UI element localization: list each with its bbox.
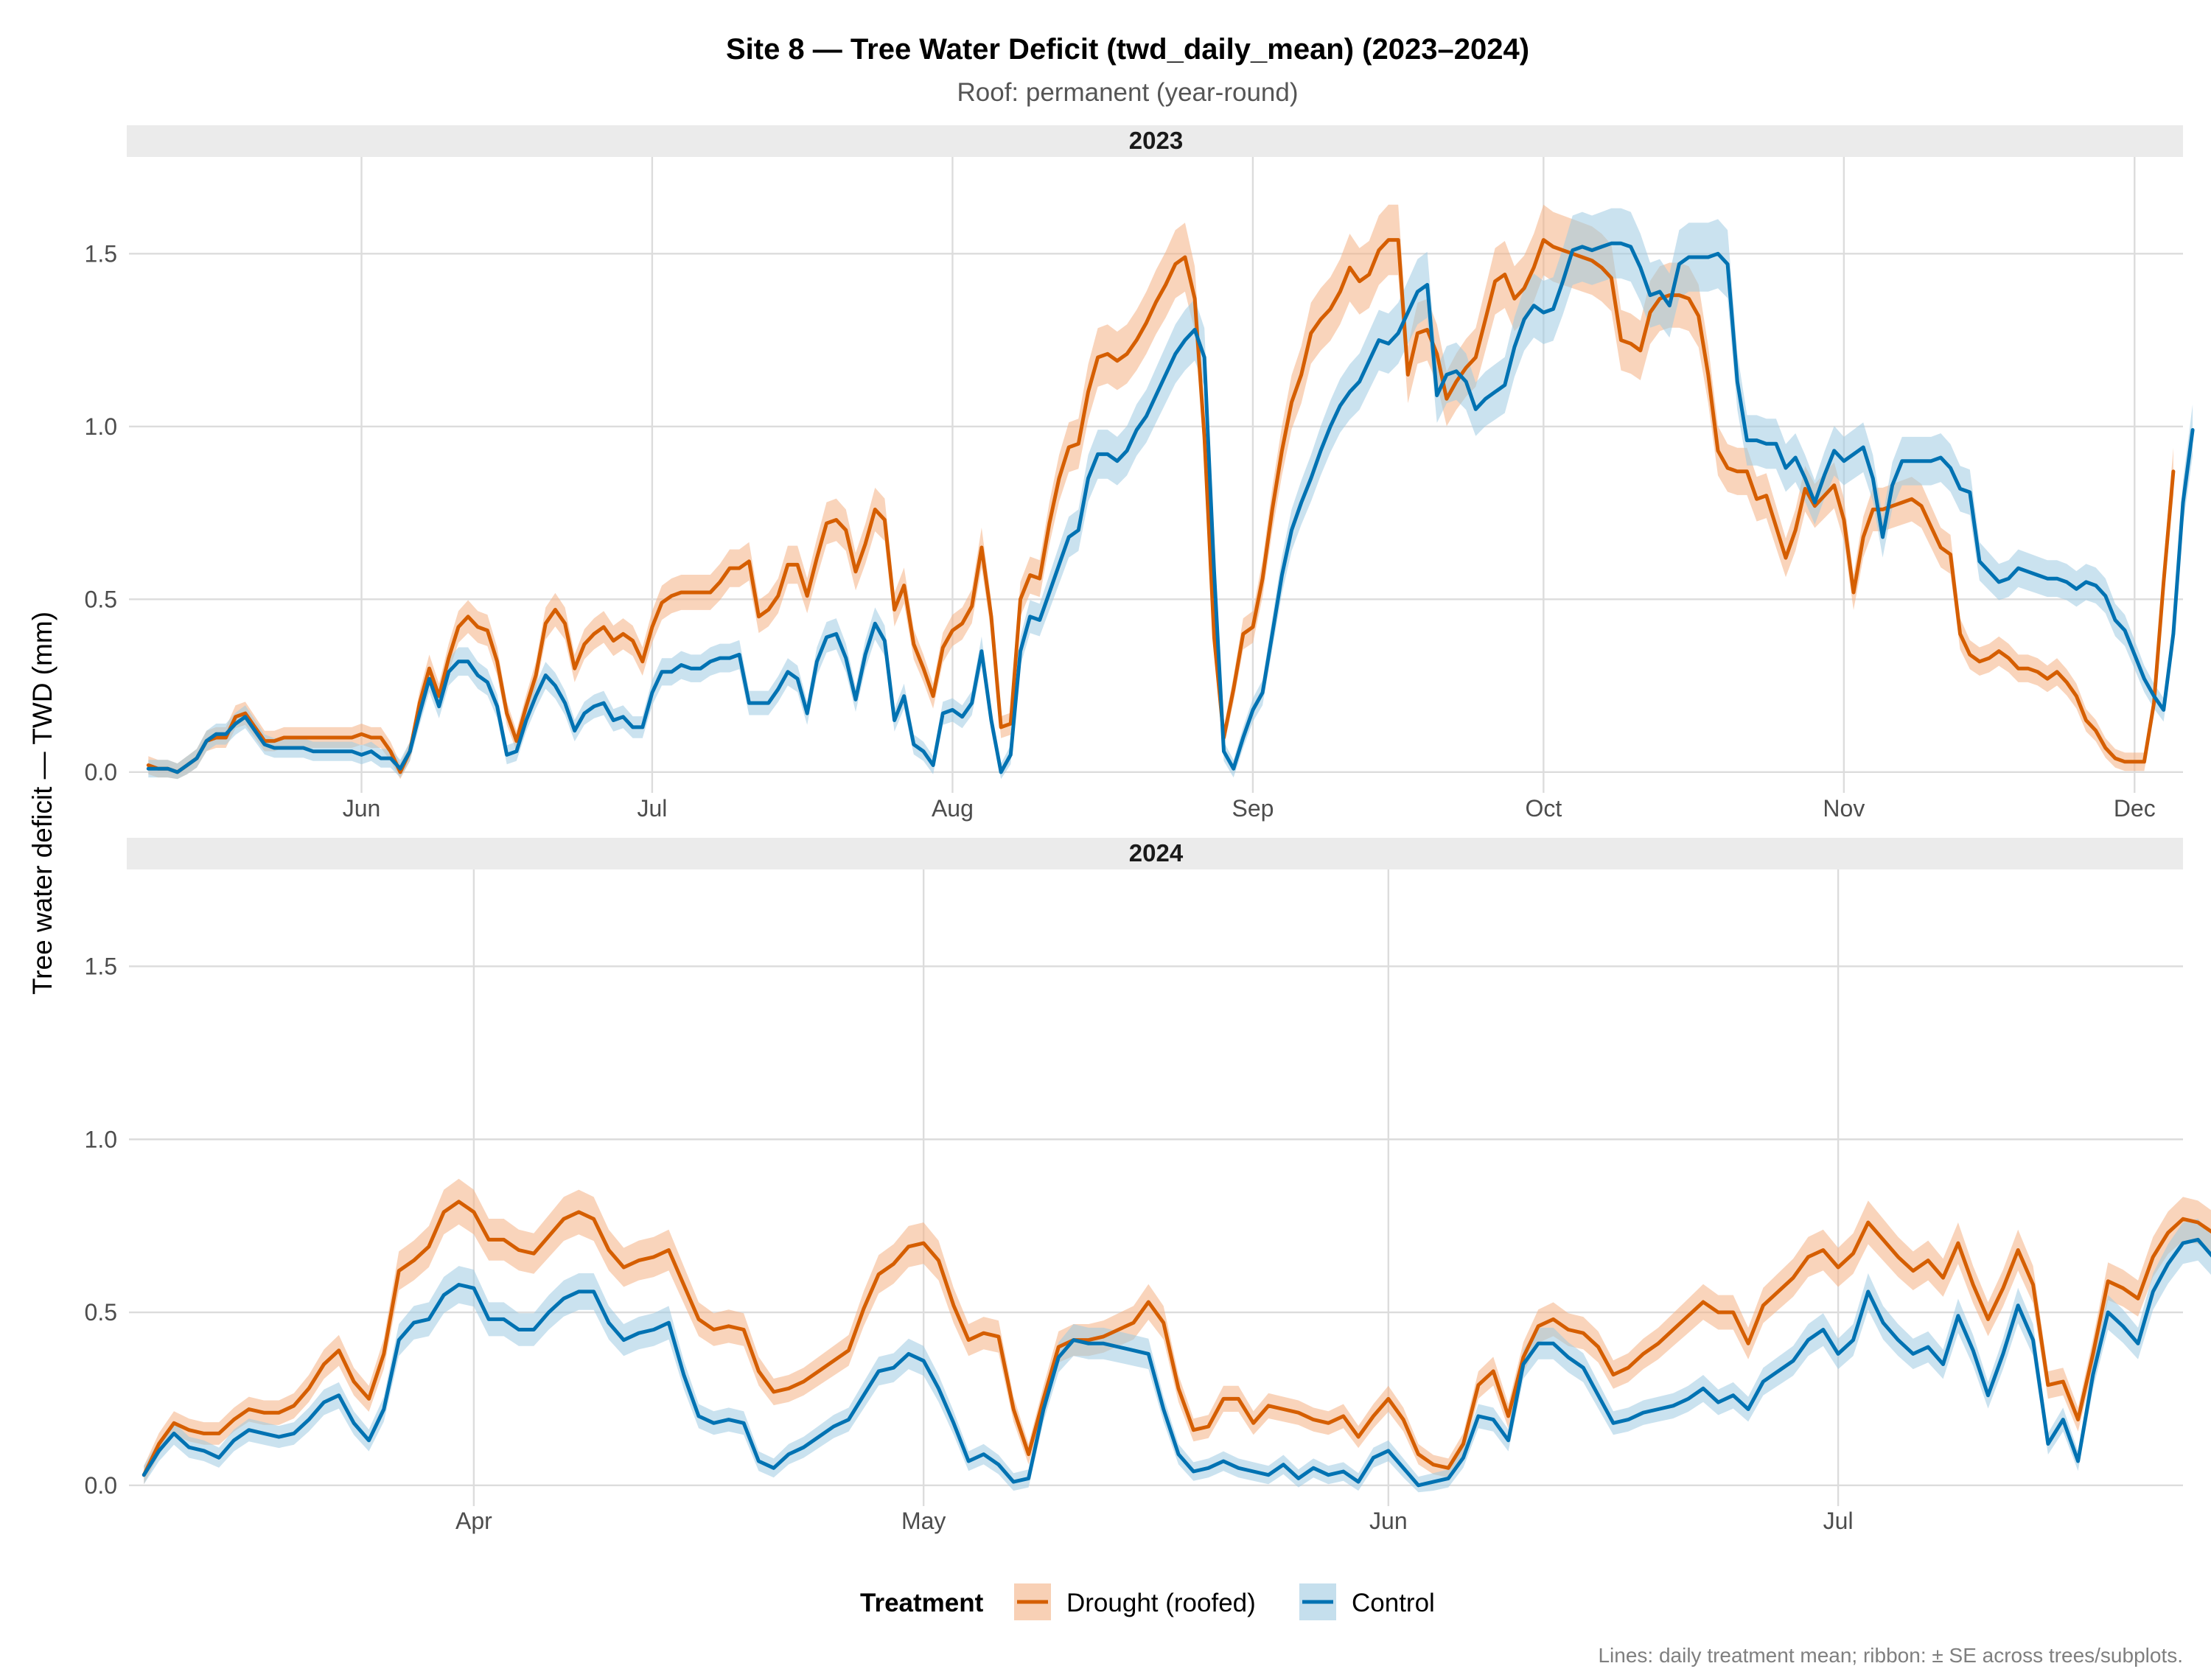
x-tick-label: Oct xyxy=(1525,795,1562,822)
panel-strip-label: 2023 xyxy=(1129,127,1183,154)
panel-strip-label: 2024 xyxy=(1129,839,1184,867)
chart-title: Site 8 — Tree Water Deficit (twd_daily_m… xyxy=(726,33,1529,66)
x-tick-label: Nov xyxy=(1823,795,1865,822)
y-tick-label: 0.0 xyxy=(85,759,117,785)
panel-2023: 2023 0.0 0.5 1.0 1.5 Jun Jul Aug Sep Oct Nov Dec xyxy=(85,125,2195,822)
x-tick-label: Jul xyxy=(1823,1508,1854,1534)
legend-label-control: Control xyxy=(1352,1589,1435,1617)
x-tick-label: Jul xyxy=(637,795,667,822)
series-line-drought xyxy=(146,238,2176,774)
x-tick-label: Aug xyxy=(932,795,974,822)
x-tick-label: May xyxy=(901,1508,946,1534)
ribbon-drought xyxy=(148,204,2173,780)
series-line-control xyxy=(142,1237,2211,1488)
chart-caption: Lines: daily treatment mean; ribbon: ± S… xyxy=(1598,1644,2183,1667)
panel-2024: 2024 0.0 0.5 1.0 1.5 Apr May Jun Jul xyxy=(85,838,2211,1534)
panel-strip xyxy=(127,125,2183,157)
y-tick-label: 0.5 xyxy=(85,1299,117,1326)
y-tick-label: 1.0 xyxy=(85,413,117,440)
x-tick-label: Dec xyxy=(2114,795,2156,822)
y-axis-label: Tree water deficit — TWD (mm) xyxy=(27,612,57,995)
legend: Treatment Drought (roofed) Control xyxy=(860,1583,1435,1620)
x-tick-label: Jun xyxy=(343,795,381,822)
y-tick-label: 1.5 xyxy=(85,240,117,267)
y-tick-label: 1.5 xyxy=(85,953,117,979)
y-tick-label: 1.0 xyxy=(85,1126,117,1152)
legend-label-drought: Drought (roofed) xyxy=(1066,1589,1256,1617)
legend-title: Treatment xyxy=(860,1589,984,1617)
y-tick-label: 0.0 xyxy=(85,1472,117,1499)
legend-item-drought: Drought (roofed) xyxy=(1014,1583,1256,1620)
legend-item-control: Control xyxy=(1299,1583,1435,1620)
y-tick-label: 0.5 xyxy=(85,586,117,612)
chart-subtitle: Roof: permanent (year-round) xyxy=(957,78,1299,107)
x-tick-label: Sep xyxy=(1232,795,1274,822)
series-line-drought xyxy=(142,1200,2211,1477)
panel-strip xyxy=(127,838,2183,869)
x-tick-label: Jun xyxy=(1369,1508,1408,1534)
series-line-control xyxy=(146,241,2195,774)
x-tick-label: Apr xyxy=(455,1508,492,1534)
